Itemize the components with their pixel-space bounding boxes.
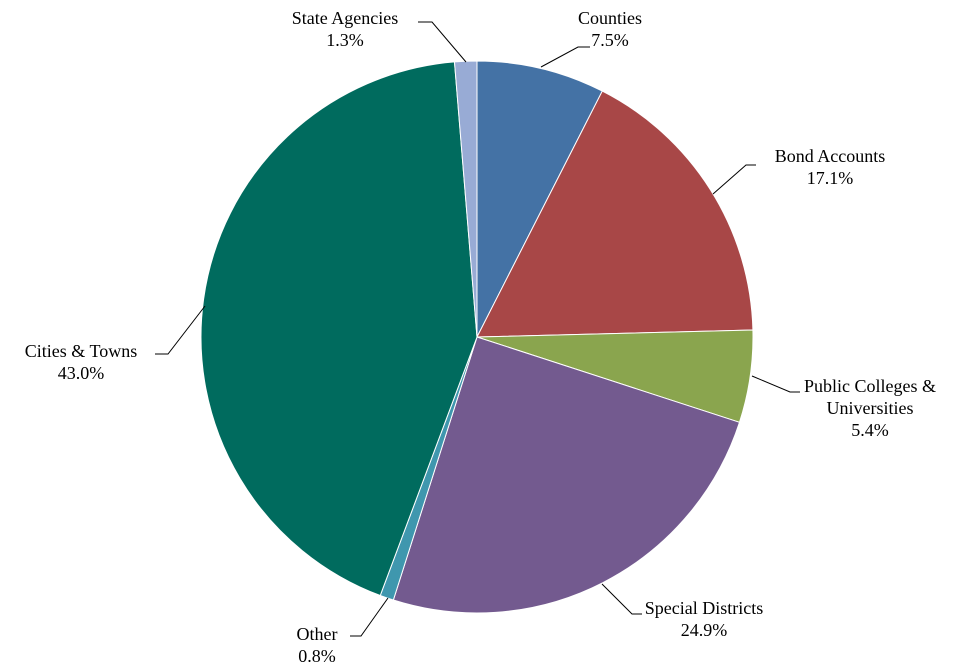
slice-category-label: Public Colleges & [804, 376, 936, 396]
slice-cities-and-towns [200, 61, 478, 597]
slice-bond-accounts [476, 90, 754, 338]
leader-line-other [350, 597, 389, 637]
slice-value-label: 5.4% [851, 420, 889, 440]
leader-lines [155, 21, 800, 637]
slice-special-districts [392, 336, 741, 614]
slice-value-label: 43.0% [58, 363, 105, 383]
leader-line-cities-and-towns [155, 305, 206, 355]
slice-label-other: Other 0.8% [297, 624, 338, 666]
slice-label-state-agencies: State Agencies 1.3% [292, 8, 398, 50]
leader-line-public-colleges-and-universities [751, 375, 800, 393]
pie-slices [200, 60, 754, 614]
slice-labels: Counties 7.5% Bond Accounts 17.1% Public Col… [25, 8, 936, 666]
slice-category-label: Bond Accounts [775, 146, 886, 166]
slice-value-label: 17.1% [807, 168, 854, 188]
slice-label-public-colleges-and-universities: Public Colleges & Universities 5.4% [804, 376, 936, 440]
slice-label-bond-accounts: Bond Accounts 17.1% [775, 146, 886, 188]
slice-label-counties: Counties 7.5% [578, 8, 642, 50]
slice-category-label: Cities & Towns [25, 341, 137, 361]
slice-category-label: Other [297, 624, 338, 644]
slice-value-label: 7.5% [591, 30, 629, 50]
slice-label-cities-and-towns: Cities & Towns 43.0% [25, 341, 137, 383]
slice-category-label: Universities [827, 398, 914, 418]
leader-line-bond-accounts [712, 164, 756, 195]
leader-line-state-agencies [418, 21, 467, 63]
leader-line-counties [540, 46, 590, 68]
slice-category-label: Special Districts [645, 598, 763, 618]
slice-value-label: 24.9% [681, 620, 728, 640]
slice-label-special-districts: Special Districts 24.9% [645, 598, 763, 640]
slice-category-label: State Agencies [292, 8, 398, 28]
slice-value-label: 0.8% [298, 646, 336, 666]
slice-counties [476, 60, 603, 338]
leader-line-special-districts [601, 583, 642, 615]
slice-category-label: Counties [578, 8, 642, 28]
slice-value-label: 1.3% [326, 30, 364, 50]
